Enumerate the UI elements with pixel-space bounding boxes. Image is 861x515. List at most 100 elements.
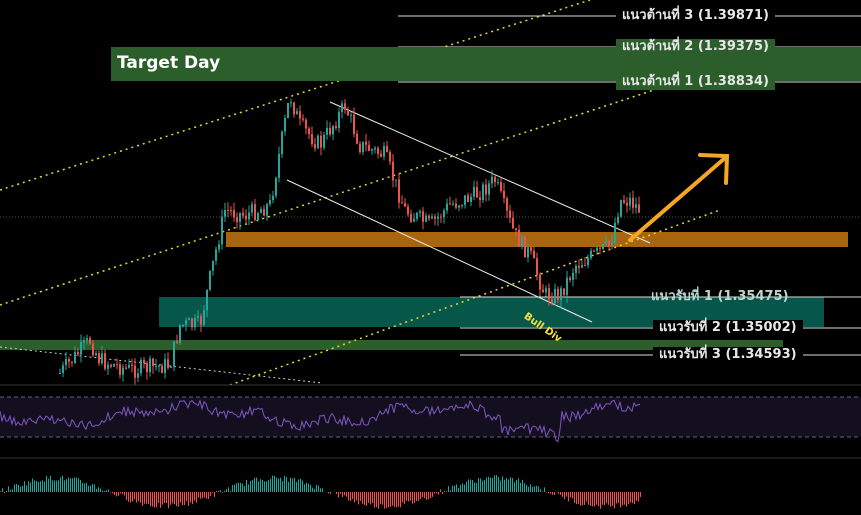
histogram-bar xyxy=(262,479,263,492)
candle-body xyxy=(305,119,307,129)
histogram-bar xyxy=(154,492,155,508)
candle-body xyxy=(80,342,82,355)
candle-body xyxy=(557,288,559,301)
histogram-bar xyxy=(598,492,599,507)
histogram-bar xyxy=(528,486,529,492)
histogram-bar xyxy=(378,492,379,509)
histogram-bar xyxy=(588,492,589,505)
histogram-bar xyxy=(442,492,443,495)
candle-body xyxy=(263,209,265,216)
candle-body xyxy=(122,367,124,375)
candle-body xyxy=(230,210,232,212)
histogram-bar xyxy=(312,487,313,492)
candle-body xyxy=(128,364,130,368)
candle-body xyxy=(224,210,226,217)
candle-body xyxy=(311,134,313,145)
candle-body xyxy=(443,210,445,218)
histogram-bar xyxy=(406,492,407,501)
histogram-bar xyxy=(84,483,85,492)
histogram-bar xyxy=(96,488,97,492)
histogram-bar xyxy=(360,492,361,501)
candle-body xyxy=(197,316,199,318)
histogram-bar xyxy=(78,478,79,492)
candle-body xyxy=(500,181,502,191)
histogram-bar xyxy=(462,483,463,492)
candle-body xyxy=(638,204,640,213)
histogram-bar xyxy=(448,486,449,492)
candle-body xyxy=(578,265,580,268)
histogram-bar xyxy=(362,492,363,504)
candle-body xyxy=(290,102,292,104)
histogram-bar xyxy=(108,489,109,492)
candle-body xyxy=(194,317,196,328)
candle-body xyxy=(548,288,550,300)
histogram-bar xyxy=(290,477,291,492)
histogram xyxy=(0,475,641,509)
candle-body xyxy=(506,198,508,211)
candle-body xyxy=(608,240,610,247)
histogram-bar xyxy=(616,492,617,504)
candle-body xyxy=(215,249,217,261)
candle-body xyxy=(518,229,520,248)
candle-body xyxy=(509,210,511,218)
histogram-bar xyxy=(596,492,597,505)
candle-body xyxy=(173,341,175,367)
candle-body xyxy=(572,272,574,280)
histogram-bar xyxy=(330,492,331,494)
histogram-bar xyxy=(54,480,55,492)
histogram-bar xyxy=(340,492,341,494)
candle-body xyxy=(476,186,478,198)
histogram-bar xyxy=(550,492,551,494)
candle-body xyxy=(209,270,211,290)
histogram-bar xyxy=(366,492,367,506)
histogram-bar xyxy=(494,475,495,492)
histogram-bar xyxy=(162,492,163,505)
candle-body xyxy=(188,318,190,321)
candle-body xyxy=(599,247,601,249)
candle-body xyxy=(143,359,145,364)
histogram-bar xyxy=(390,492,391,507)
candle-body xyxy=(416,212,418,219)
histogram-bar xyxy=(572,492,573,499)
histogram-bar xyxy=(74,477,75,492)
histogram-bar xyxy=(370,492,371,505)
candle-body xyxy=(512,217,514,229)
candle-body xyxy=(341,103,343,112)
candle-body xyxy=(425,215,427,222)
histogram-bar xyxy=(560,492,561,495)
candle-body xyxy=(155,365,157,367)
candle-body xyxy=(335,125,337,128)
histogram-bar xyxy=(430,492,431,499)
histogram-bar xyxy=(472,480,473,492)
candle-body xyxy=(554,288,556,304)
histogram-bar xyxy=(408,492,409,502)
histogram-bar xyxy=(180,492,181,503)
histogram-bar xyxy=(508,479,509,492)
histogram-bar xyxy=(110,492,111,493)
histogram-bar xyxy=(44,481,45,492)
candle-body xyxy=(212,260,214,271)
histogram-bar xyxy=(144,492,145,504)
candle-body xyxy=(329,127,331,135)
histogram-bar xyxy=(90,485,91,492)
candle-body xyxy=(236,217,238,222)
histogram-bar xyxy=(102,490,103,492)
candle-body xyxy=(446,203,448,211)
candle-body xyxy=(227,210,229,212)
histogram-bar xyxy=(422,492,423,498)
histogram-bar xyxy=(318,485,319,492)
histogram-bar xyxy=(526,485,527,492)
candle-body xyxy=(323,134,325,148)
histogram-bar xyxy=(34,480,35,492)
histogram-bar xyxy=(488,476,489,492)
histogram-bar xyxy=(10,489,11,492)
histogram-bar xyxy=(152,492,153,507)
histogram-bar xyxy=(292,478,293,492)
candle-body xyxy=(245,215,247,220)
histogram-bar xyxy=(542,491,543,492)
histogram-bar xyxy=(358,492,359,505)
candle-body xyxy=(542,289,544,293)
histogram-bar xyxy=(168,492,169,509)
candle-body xyxy=(107,364,109,369)
